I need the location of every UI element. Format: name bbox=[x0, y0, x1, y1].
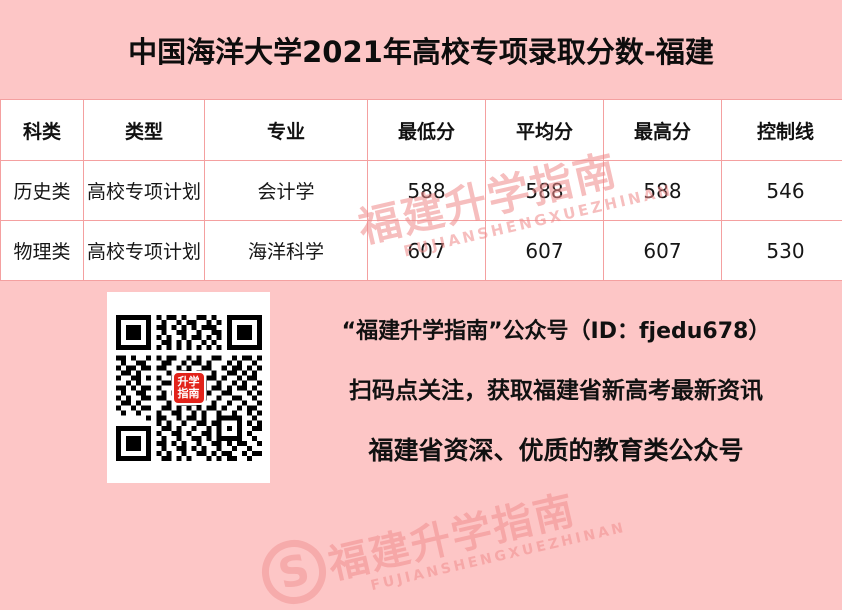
column-header-min-score: 最低分 bbox=[368, 100, 486, 161]
column-header-max-score: 最高分 bbox=[604, 100, 722, 161]
watermark-logo-icon: S bbox=[256, 534, 333, 610]
column-header-kelei: 科类 bbox=[1, 100, 84, 161]
promo-scan-line: 扫码点关注，获取福建省新高考最新资讯 bbox=[349, 371, 763, 405]
watermark-pinyin-text: FUJIANSHENGXUEZHINAN bbox=[369, 520, 627, 594]
title-bar: 中国海洋大学2021年高校专项录取分数-福建 bbox=[0, 0, 842, 99]
cell-leixing: 高校专项计划 bbox=[84, 161, 205, 221]
watermark-logo-glyph: S bbox=[275, 548, 314, 596]
qr-center-logo: 升学 指南 bbox=[172, 371, 206, 405]
cell-avg-score: 607 bbox=[486, 221, 604, 281]
qr-code-block[interactable]: 升学 指南 bbox=[107, 292, 270, 483]
table-row: 历史类 高校专项计划 会计学 588 588 588 546 bbox=[1, 161, 842, 221]
cell-avg-score: 588 bbox=[486, 161, 604, 221]
score-table: 科类 类型 专业 最低分 平均分 最高分 控制线 历史类 高校专项计划 会计学 … bbox=[0, 99, 842, 281]
cell-min-score: 588 bbox=[368, 161, 486, 221]
table-row: 物理类 高校专项计划 海洋科学 607 607 607 530 bbox=[1, 221, 842, 281]
cell-leixing: 高校专项计划 bbox=[84, 221, 205, 281]
qr-code-image[interactable]: 升学 指南 bbox=[116, 315, 262, 461]
cell-control-line: 546 bbox=[722, 161, 842, 221]
watermark-promo: 福建升学指南 FUJIANSHENGXUEZHINAN bbox=[322, 467, 628, 602]
page-title: 中国海洋大学2021年高校专项录取分数-福建 bbox=[128, 29, 714, 71]
cell-zhuanye: 会计学 bbox=[205, 161, 368, 221]
promo-band: 升学 指南 “福建升学指南”公众号（ID：fjedu678） 扫码点关注，获取福… bbox=[0, 278, 842, 500]
promo-text-block: “福建升学指南”公众号（ID：fjedu678） 扫码点关注，获取福建省新高考最… bbox=[286, 300, 826, 480]
table-header-row: 科类 类型 专业 最低分 平均分 最高分 控制线 bbox=[1, 100, 842, 161]
page-root: 中国海洋大学2021年高校专项录取分数-福建 科类 类型 专业 最低分 平均分 … bbox=[0, 0, 842, 500]
column-header-avg-score: 平均分 bbox=[486, 100, 604, 161]
watermark-chinese-text: 福建升学指南 bbox=[322, 467, 625, 590]
promo-account-line: “福建升学指南”公众号（ID：fjedu678） bbox=[342, 313, 771, 345]
column-header-zhuanye: 专业 bbox=[205, 100, 368, 161]
cell-max-score: 588 bbox=[604, 161, 722, 221]
cell-min-score: 607 bbox=[368, 221, 486, 281]
cell-kelei: 物理类 bbox=[1, 221, 84, 281]
cell-control-line: 530 bbox=[722, 221, 842, 281]
cell-zhuanye: 海洋科学 bbox=[205, 221, 368, 281]
column-header-control-line: 控制线 bbox=[722, 100, 842, 161]
promo-tagline: 福建省资深、优质的教育类公众号 bbox=[368, 431, 743, 467]
cell-kelei: 历史类 bbox=[1, 161, 84, 221]
column-header-leixing: 类型 bbox=[84, 100, 205, 161]
cell-max-score: 607 bbox=[604, 221, 722, 281]
qr-logo-line2: 指南 bbox=[178, 388, 200, 400]
